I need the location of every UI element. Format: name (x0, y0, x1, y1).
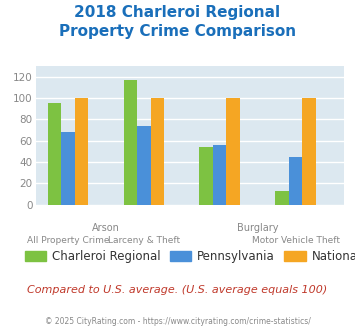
Text: Larceny & Theft: Larceny & Theft (108, 236, 180, 245)
Legend: Charleroi Regional, Pennsylvania, National: Charleroi Regional, Pennsylvania, Nation… (20, 245, 355, 268)
Bar (289, 157, 302, 205)
Text: Motor Vehicle Theft: Motor Vehicle Theft (252, 236, 340, 245)
Text: Arson: Arson (92, 223, 120, 233)
Bar (302, 98, 316, 205)
Text: Burglary: Burglary (237, 223, 278, 233)
Bar (124, 80, 137, 205)
Text: 2018 Charleroi Regional
Property Crime Comparison: 2018 Charleroi Regional Property Crime C… (59, 5, 296, 39)
Text: Compared to U.S. average. (U.S. average equals 100): Compared to U.S. average. (U.S. average … (27, 285, 328, 295)
Bar (61, 132, 75, 205)
Bar (200, 147, 213, 205)
Bar (75, 98, 88, 205)
Bar (275, 191, 289, 205)
Bar (137, 126, 151, 205)
Text: All Property Crime: All Property Crime (27, 236, 109, 245)
Bar (226, 98, 240, 205)
Bar (213, 145, 226, 205)
Text: © 2025 CityRating.com - https://www.cityrating.com/crime-statistics/: © 2025 CityRating.com - https://www.city… (45, 317, 310, 326)
Bar (48, 103, 61, 205)
Bar (151, 98, 164, 205)
